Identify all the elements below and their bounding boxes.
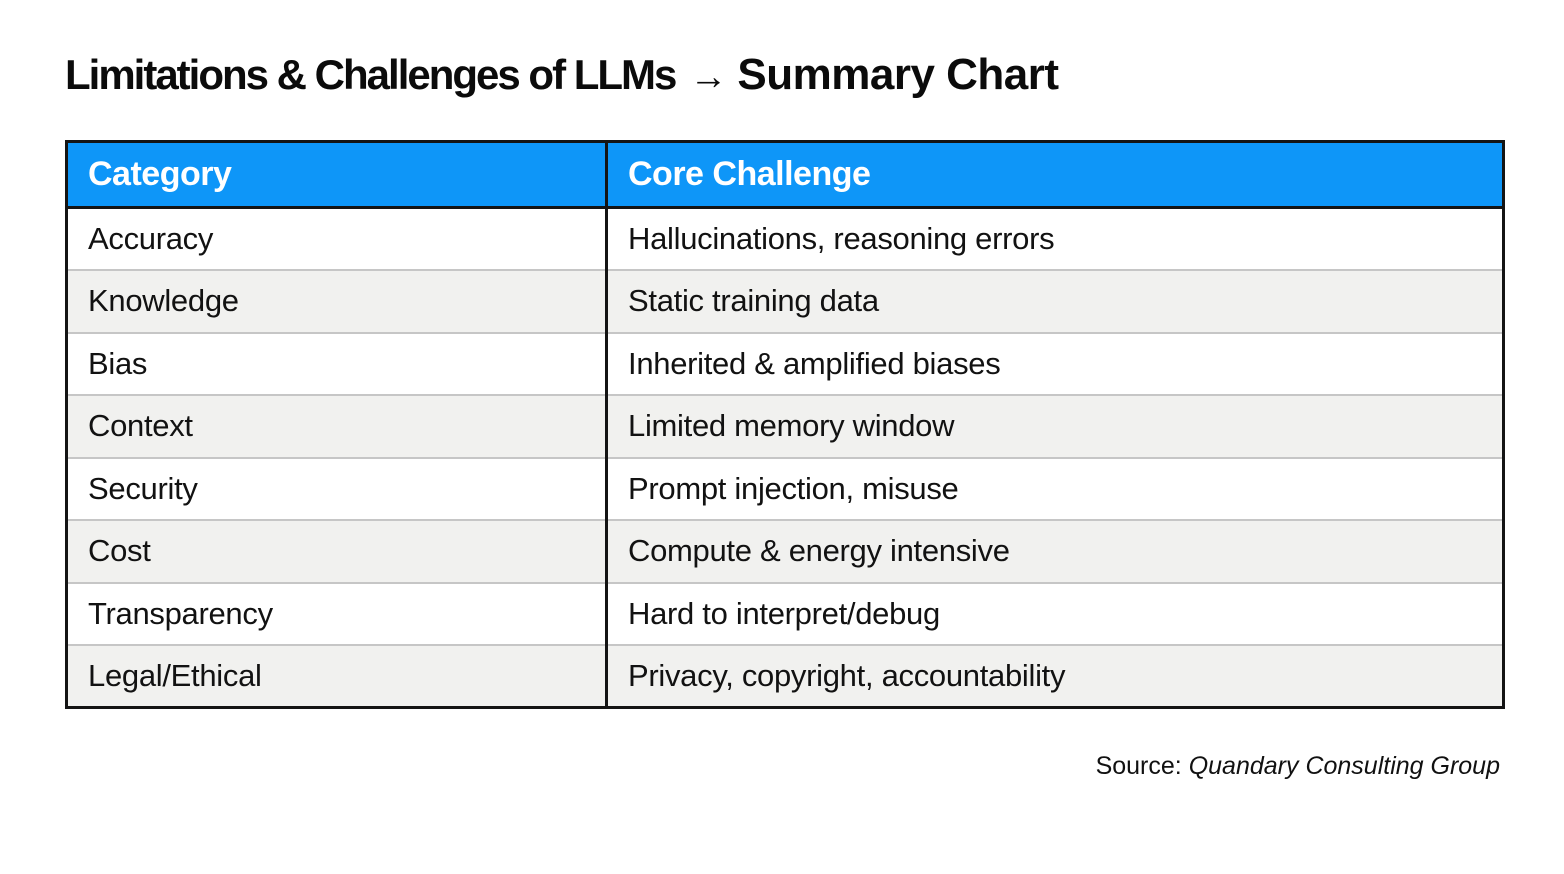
category-cell: Transparency: [66, 581, 608, 645]
challenge-cell: Compute & energy intensive: [606, 519, 1504, 583]
challenge-cell: Inherited & amplified biases: [606, 331, 1504, 395]
table-header-row: Category Core Challenge: [66, 141, 1504, 209]
table-row: Bias Inherited & amplified biases: [66, 331, 1504, 395]
summary-table: Category Core Challenge Accuracy Halluci…: [65, 140, 1505, 709]
title-arrow-icon: →: [689, 56, 728, 98]
challenge-cell: Prompt injection, misuse: [606, 456, 1504, 520]
category-cell: Cost: [66, 519, 608, 583]
table-row: Context Limited memory window: [66, 394, 1504, 458]
category-cell: Accuracy: [66, 207, 608, 270]
table-body: Accuracy Hallucinations, reasoning error…: [66, 207, 1504, 708]
column-header-challenge: Core Challenge: [606, 141, 1504, 209]
title-main: Limitations & Challenges of LLMs: [65, 51, 677, 98]
challenge-cell: Privacy, copyright, accountability: [606, 644, 1504, 708]
table-row: Knowledge Static training data: [66, 269, 1504, 333]
challenge-cell: Hallucinations, reasoning errors: [606, 207, 1504, 270]
category-cell: Legal/Ethical: [66, 644, 608, 708]
challenge-cell: Static training data: [606, 269, 1504, 333]
source-name: Quandary Consulting Group: [1188, 752, 1500, 780]
category-cell: Security: [66, 456, 608, 520]
column-header-category: Category: [66, 141, 608, 209]
table-row: Accuracy Hallucinations, reasoning error…: [66, 207, 1504, 270]
table-row: Legal/Ethical Privacy, copyright, accoun…: [66, 644, 1504, 708]
table-row: Transparency Hard to interpret/debug: [66, 581, 1504, 645]
category-cell: Bias: [66, 331, 608, 395]
table-row: Cost Compute & energy intensive: [66, 519, 1504, 583]
category-cell: Knowledge: [66, 269, 608, 333]
source-label: Source:: [1095, 752, 1182, 780]
category-cell: Context: [66, 394, 608, 458]
table-row: Security Prompt injection, misuse: [66, 456, 1504, 520]
challenge-cell: Hard to interpret/debug: [606, 581, 1504, 645]
source-attribution: Source: Quandary Consulting Group: [1096, 752, 1500, 781]
title-subtitle: Summary Chart: [737, 50, 1059, 99]
page-title: Limitations & Challenges of LLMs → Summary…: [65, 50, 1059, 100]
challenge-cell: Limited memory window: [606, 394, 1504, 458]
